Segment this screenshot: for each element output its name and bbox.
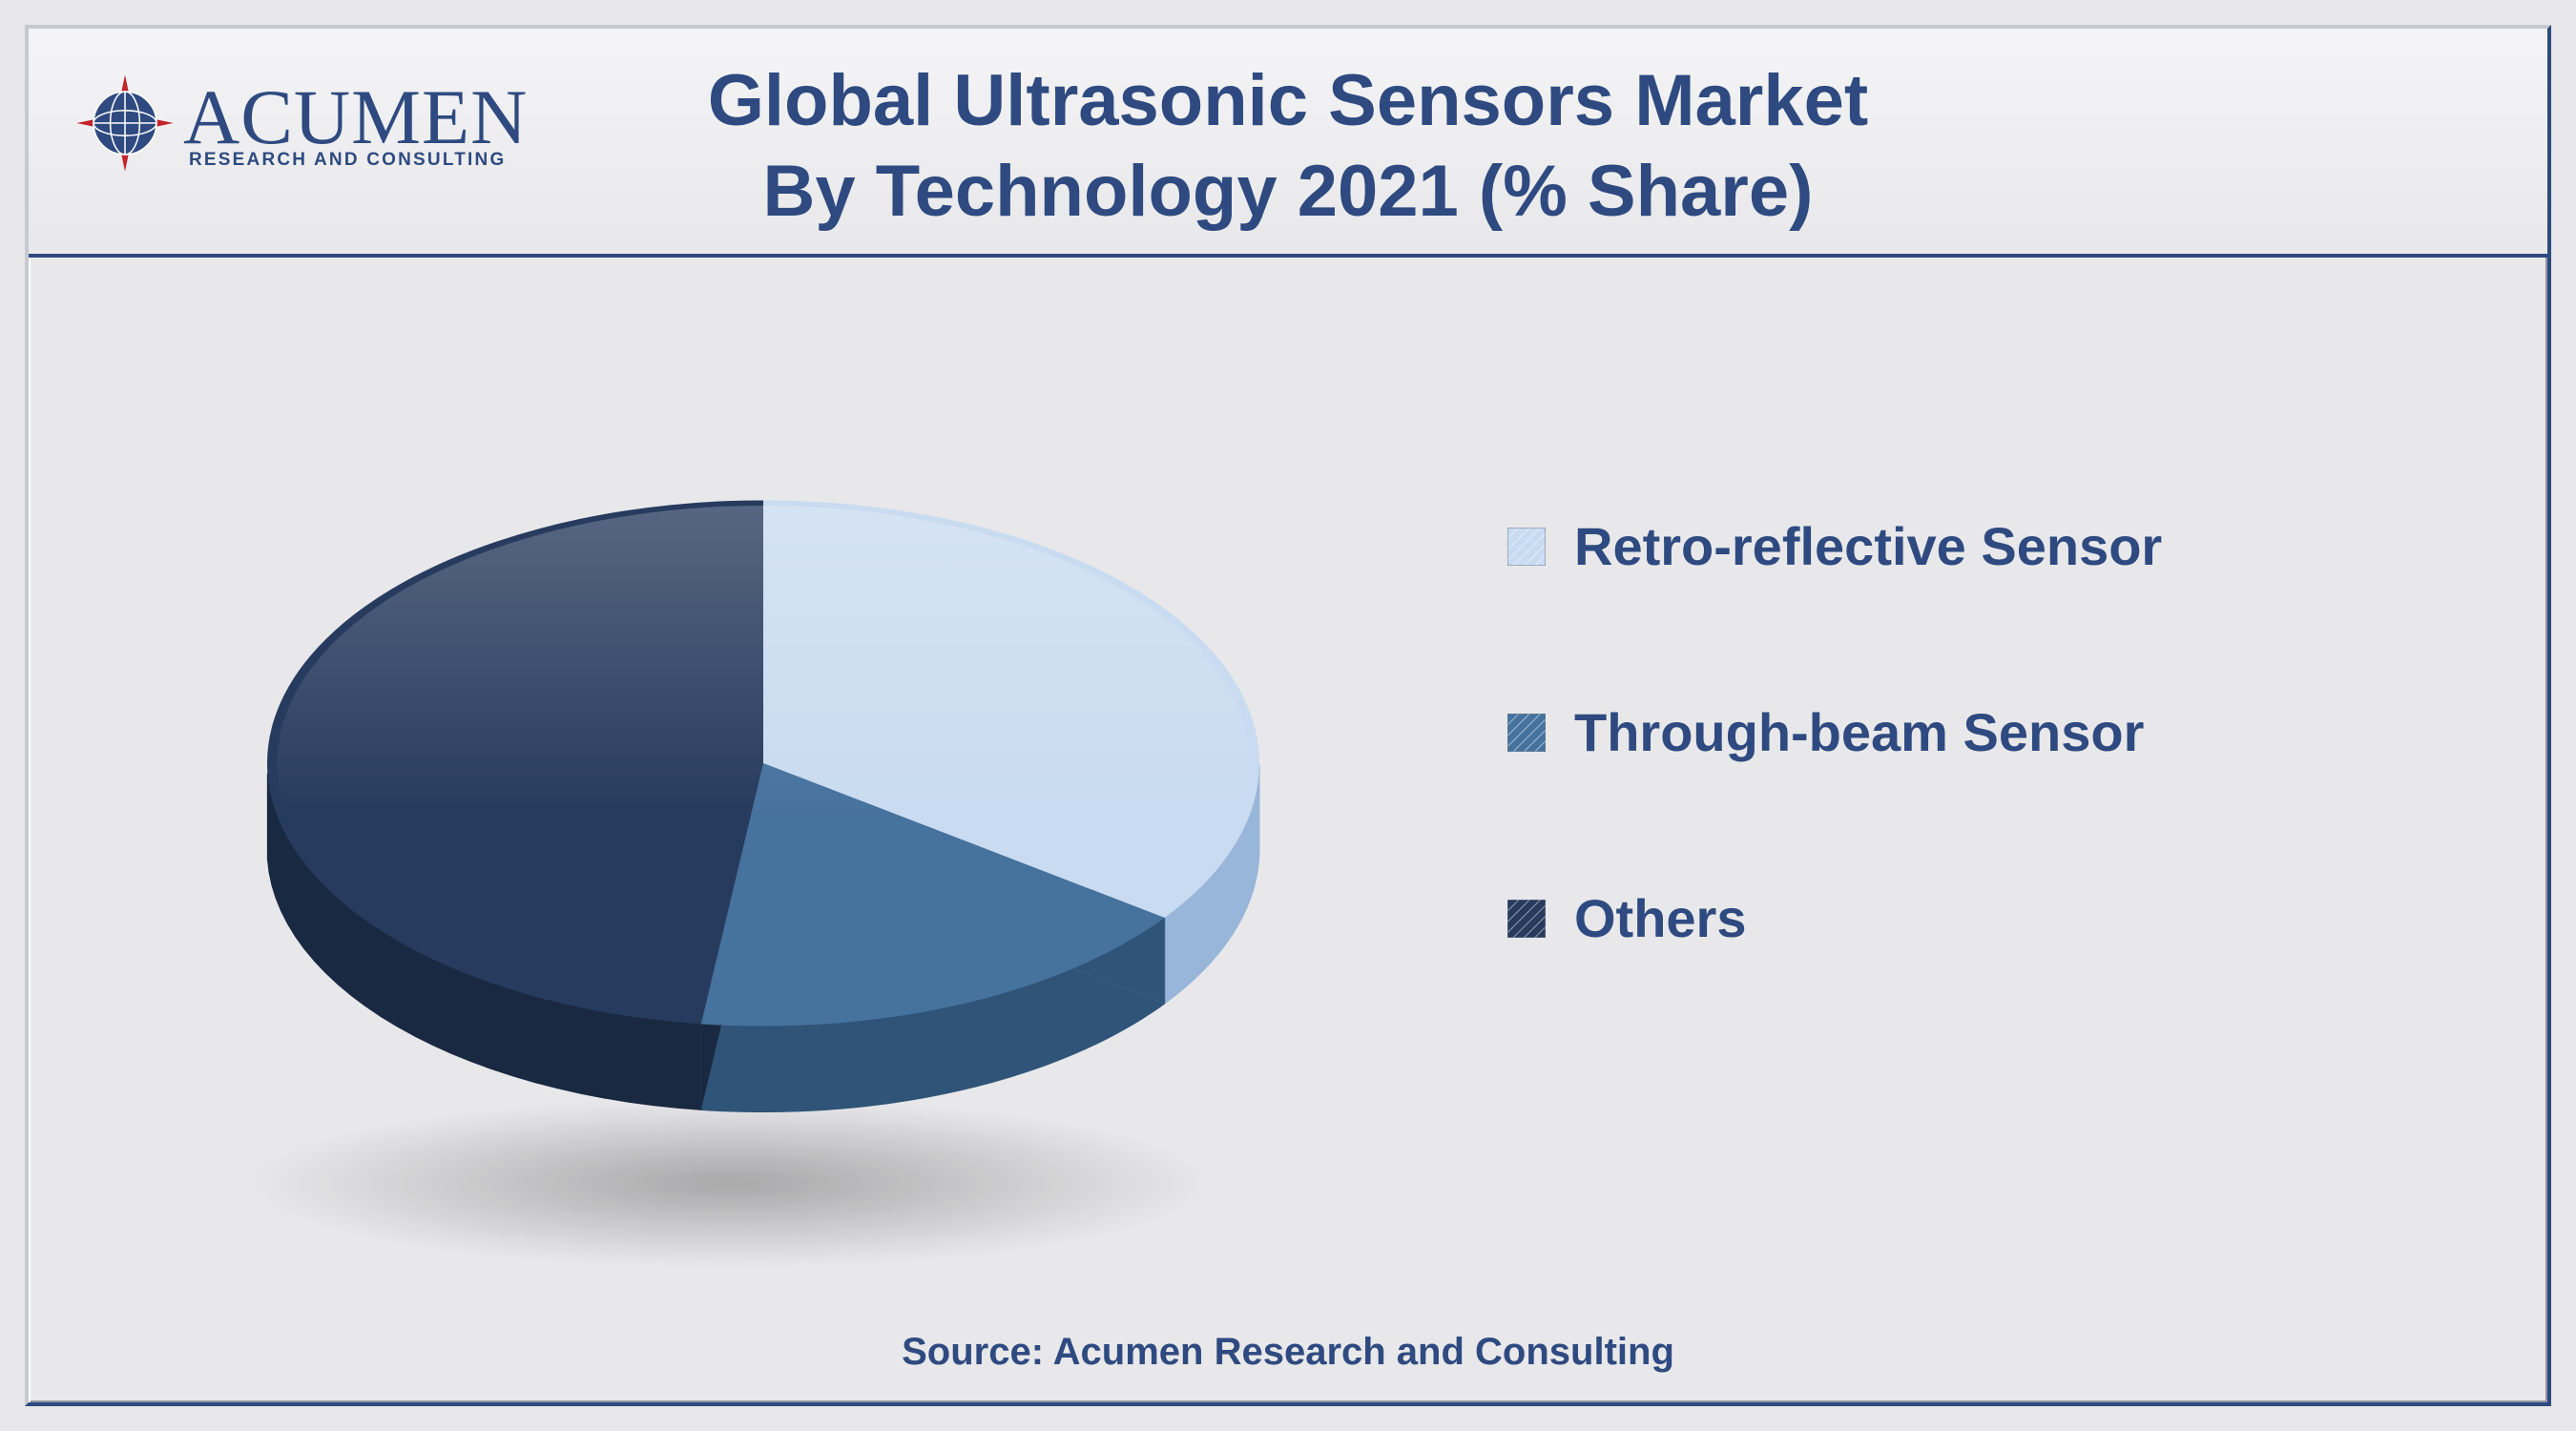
legend-swatch: [1507, 714, 1546, 752]
pie-svg: [191, 363, 1336, 1221]
chart-frame: ACUMEN RESEARCH AND CONSULTING Global Ul…: [25, 25, 2551, 1406]
chart-title: Global Ultrasonic Sensors Market By Tech…: [29, 55, 2547, 237]
legend: Retro-reflective Sensor Through-beam Sens…: [1507, 515, 2462, 1073]
legend-item: Others: [1507, 887, 2462, 949]
legend-label: Retro-reflective Sensor: [1574, 515, 2162, 577]
legend-swatch: [1507, 900, 1546, 938]
title-line-2: By Technology 2021 (% Share): [29, 146, 2547, 237]
pie-chart: [191, 363, 1336, 1221]
legend-label: Others: [1574, 887, 1747, 949]
legend-label: Through-beam Sensor: [1574, 701, 2144, 763]
legend-swatch: [1507, 528, 1546, 566]
legend-item: Retro-reflective Sensor: [1507, 515, 2462, 577]
legend-item: Through-beam Sensor: [1507, 701, 2462, 763]
source-text: Source: Acumen Research and Consulting: [29, 1331, 2547, 1374]
title-line-1: Global Ultrasonic Sensors Market: [29, 55, 2547, 146]
header-region: ACUMEN RESEARCH AND CONSULTING Global Ul…: [29, 29, 2547, 258]
